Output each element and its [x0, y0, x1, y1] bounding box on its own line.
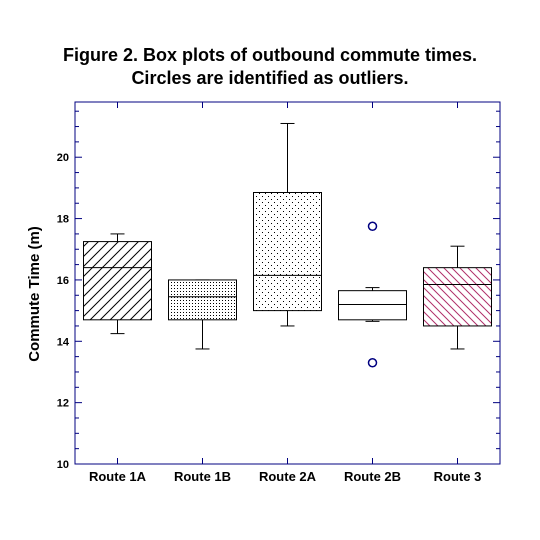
box-route-2b [338, 221, 407, 368]
box-body [83, 241, 152, 321]
box-route-2a [253, 122, 322, 327]
outlier-point [367, 221, 378, 231]
chart-title: Figure 2. Box plots of outbound commute … [0, 44, 540, 90]
y-axis-title: Commute Time (m) [26, 226, 43, 362]
chart-title-line-1: Figure 2. Box plots of outbound commute … [62, 45, 477, 65]
box-body [423, 267, 492, 327]
y-tick-label: 12 [57, 398, 69, 410]
y-tick-label: 14 [57, 336, 70, 348]
outlier-point [367, 358, 378, 368]
x-category-label: Route 1B [174, 469, 231, 484]
box-body [253, 192, 322, 312]
x-category-label: Route 1A [89, 469, 147, 484]
y-tick-label: 10 [57, 459, 69, 471]
box-body [338, 290, 407, 321]
box-route-3 [423, 245, 492, 350]
y-tick-label: 20 [57, 152, 69, 164]
x-category-label: Route 2A [259, 469, 317, 484]
x-category-label: Route 3 [434, 469, 482, 484]
y-tick-label: 16 [57, 275, 69, 287]
box-body [168, 279, 237, 321]
x-category-label: Route 2B [344, 469, 401, 484]
box-route-1a [83, 233, 152, 335]
chart-title-line-2: Circles are identified as outliers. [131, 68, 409, 88]
y-tick-label: 18 [57, 214, 69, 226]
box-route-1b [168, 279, 237, 350]
